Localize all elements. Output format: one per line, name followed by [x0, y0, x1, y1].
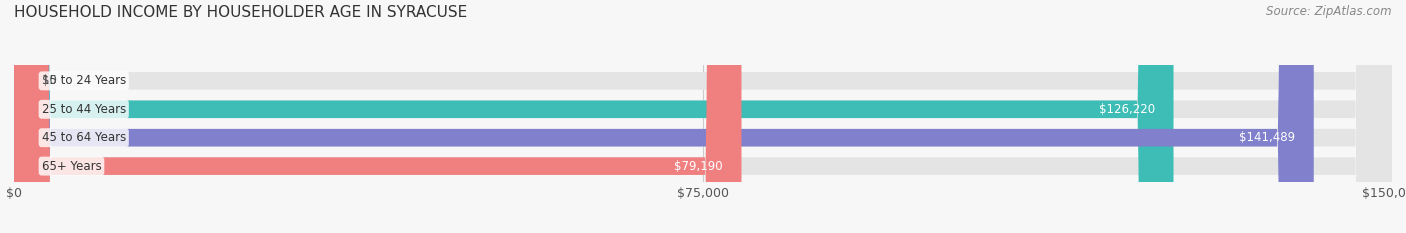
- Text: 15 to 24 Years: 15 to 24 Years: [42, 74, 127, 87]
- FancyBboxPatch shape: [14, 0, 1313, 233]
- Text: HOUSEHOLD INCOME BY HOUSEHOLDER AGE IN SYRACUSE: HOUSEHOLD INCOME BY HOUSEHOLDER AGE IN S…: [14, 5, 467, 20]
- FancyBboxPatch shape: [14, 0, 741, 233]
- Text: $141,489: $141,489: [1239, 131, 1295, 144]
- FancyBboxPatch shape: [14, 0, 1174, 233]
- Text: 65+ Years: 65+ Years: [42, 160, 101, 173]
- Text: $0: $0: [42, 74, 56, 87]
- FancyBboxPatch shape: [14, 0, 1392, 233]
- FancyBboxPatch shape: [14, 0, 1392, 233]
- FancyBboxPatch shape: [14, 0, 1392, 233]
- Text: $79,190: $79,190: [675, 160, 723, 173]
- Text: 25 to 44 Years: 25 to 44 Years: [42, 103, 127, 116]
- FancyBboxPatch shape: [14, 0, 1392, 233]
- Text: 45 to 64 Years: 45 to 64 Years: [42, 131, 127, 144]
- Text: Source: ZipAtlas.com: Source: ZipAtlas.com: [1267, 5, 1392, 18]
- Text: $126,220: $126,220: [1099, 103, 1156, 116]
